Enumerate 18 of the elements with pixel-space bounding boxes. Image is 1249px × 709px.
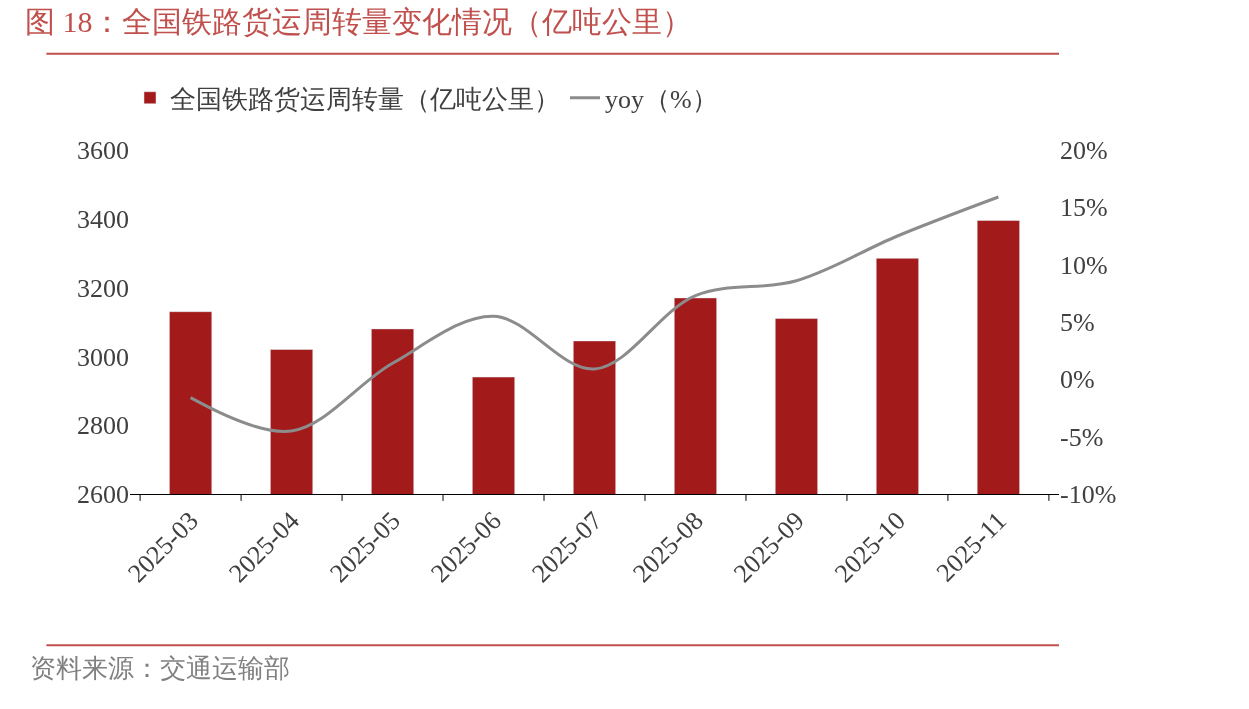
y2-tick-label: 20% xyxy=(1060,136,1108,166)
y2-tick-label: 10% xyxy=(1060,250,1108,280)
y2-tick-label: 0% xyxy=(1060,365,1095,395)
y2-tick-label: -5% xyxy=(1060,422,1104,452)
chart-title: 图 18：全国铁路货运周转量变化情况（亿吨公里） xyxy=(24,4,693,38)
y-tick-label: 3400 xyxy=(77,204,129,234)
y-tick-label: 2800 xyxy=(77,411,129,441)
y2-tick-label: 15% xyxy=(1060,193,1108,223)
legend-label: 全国铁路货运周转量（亿吨公里） xyxy=(170,84,560,114)
text: 资料来源：交通运输部 xyxy=(30,654,290,683)
legend-label: yoy（%） xyxy=(605,84,718,114)
line-series xyxy=(189,195,1000,433)
y-tick-label: 3200 xyxy=(77,273,129,303)
y2-tick-label: -10% xyxy=(1060,480,1117,510)
y-tick-label: 2600 xyxy=(77,480,129,510)
y-tick-label: 3000 xyxy=(77,342,129,372)
y2-tick-label: 5% xyxy=(1060,308,1095,338)
y-tick-label: 3600 xyxy=(77,136,129,166)
